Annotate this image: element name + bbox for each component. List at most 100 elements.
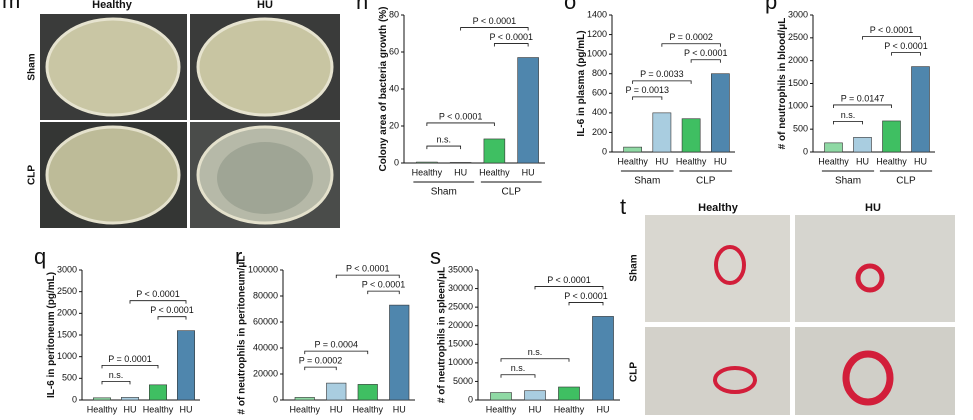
bar	[652, 112, 672, 153]
column-label: Healthy	[698, 202, 739, 214]
panel-letter: s	[430, 244, 441, 269]
panel-letter: q	[34, 244, 46, 269]
bar	[177, 330, 195, 401]
significance-label: n.s.	[841, 110, 856, 120]
group-label: Sham	[431, 187, 457, 198]
y-tick-label: 0	[394, 157, 399, 167]
group-label: Sham	[634, 176, 660, 187]
y-tick-label: 1500	[788, 78, 808, 88]
panel-letter: n	[356, 0, 368, 14]
y-tick-label: 800	[592, 68, 607, 78]
x-tick-label: HU	[714, 156, 727, 166]
bar	[681, 118, 701, 153]
x-tick-label: Healthy	[479, 167, 510, 177]
bar	[558, 386, 580, 401]
significance-bracket	[862, 36, 921, 40]
x-tick-label: HU	[655, 156, 668, 166]
x-tick-label: HU	[522, 167, 535, 177]
y-tick-label: 600	[592, 88, 607, 98]
row-label: Sham	[629, 254, 640, 281]
y-tick-label: 1000	[587, 49, 607, 59]
y-tick-label: 100000	[248, 264, 278, 274]
y-tick-label: 1500	[57, 329, 77, 339]
column-label: HU	[865, 202, 881, 214]
bar	[121, 397, 139, 401]
y-tick-label: 1400	[587, 9, 607, 19]
y-tick-label: 200	[592, 127, 607, 137]
row-label: CLP	[629, 362, 640, 382]
y-tick-label: 0	[273, 394, 278, 404]
significance-label: P < 0.0001	[439, 111, 483, 121]
row-label: CLP	[27, 165, 38, 185]
significance-bracket	[335, 274, 400, 279]
y-tick-label: 20	[389, 120, 399, 130]
x-tick-label: HU	[124, 404, 137, 414]
y-tick-label: 0	[468, 394, 473, 404]
bar	[911, 66, 930, 153]
significance-label: P < 0.0001	[150, 305, 194, 315]
y-tick-label: 80	[389, 9, 399, 19]
bar	[149, 384, 167, 401]
bar	[592, 316, 614, 401]
x-tick-label: HU	[856, 156, 869, 166]
y-tick-label: 15000	[448, 339, 473, 349]
bar	[824, 142, 843, 153]
y-tick-label: 3000	[788, 9, 808, 19]
significance-bracket	[367, 290, 400, 295]
significance-bracket	[129, 300, 187, 304]
significance-label: P = 0.0033	[640, 69, 684, 79]
y-tick-label: 2500	[788, 32, 808, 42]
significance-label: n.s.	[109, 370, 124, 380]
y-tick-label: 10000	[448, 357, 473, 367]
x-tick-label: Healthy	[554, 404, 585, 414]
group-label: CLP	[502, 187, 522, 198]
significance-label: P = 0.0002	[669, 32, 713, 42]
y-axis-label: IL-6 in peritoneum (pg/mL)	[46, 272, 57, 398]
bar	[853, 137, 872, 153]
significance-label: P = 0.0001	[108, 354, 152, 364]
x-tick-label: HU	[180, 404, 193, 414]
significance-bracket	[632, 96, 663, 100]
y-tick-label: 2000	[57, 308, 77, 318]
x-tick-label: Healthy	[676, 156, 707, 166]
y-tick-label: 3000	[57, 264, 77, 274]
significance-bracket	[426, 122, 495, 126]
significance-bracket	[891, 52, 921, 56]
significance-label: P < 0.0001	[346, 263, 390, 273]
panel-letter: m	[2, 0, 20, 13]
y-axis-label: IL-6 in plasma (pg/mL)	[576, 30, 587, 136]
y-tick-label: 25000	[448, 302, 473, 312]
significance-label: P = 0.0004	[314, 339, 358, 349]
x-tick-label: HU	[597, 404, 610, 414]
y-tick-label: 1000	[788, 101, 808, 111]
plate-photos	[40, 14, 340, 228]
bar	[623, 146, 642, 153]
significance-bracket	[493, 43, 529, 47]
y-tick-label: 2000	[788, 55, 808, 65]
y-tick-label: 30000	[448, 283, 473, 293]
significance-bracket	[534, 286, 604, 290]
y-tick-label: 5000	[453, 376, 473, 386]
y-tick-label: 35000	[448, 264, 473, 274]
y-tick-label: 1200	[587, 29, 607, 39]
x-tick-label: Healthy	[486, 404, 517, 414]
bar	[449, 162, 472, 164]
x-tick-label: HU	[914, 156, 927, 166]
x-tick-label: HU	[393, 404, 406, 414]
y-tick-label: 500	[793, 124, 808, 134]
bar	[326, 382, 347, 401]
bar	[490, 392, 512, 401]
bar	[389, 304, 410, 401]
y-axis-label: # of neutrophils in peritoneum/μL	[236, 256, 247, 415]
x-tick-label: Healthy	[352, 404, 383, 414]
significance-label: P < 0.0001	[870, 25, 914, 35]
group-label: CLP	[896, 176, 916, 187]
significance-label: P < 0.0001	[489, 32, 533, 42]
histology-images	[645, 215, 955, 415]
significance-bracket	[661, 43, 721, 47]
significance-bracket	[101, 381, 131, 385]
bar	[93, 397, 111, 401]
y-tick-label: 40	[389, 83, 399, 93]
